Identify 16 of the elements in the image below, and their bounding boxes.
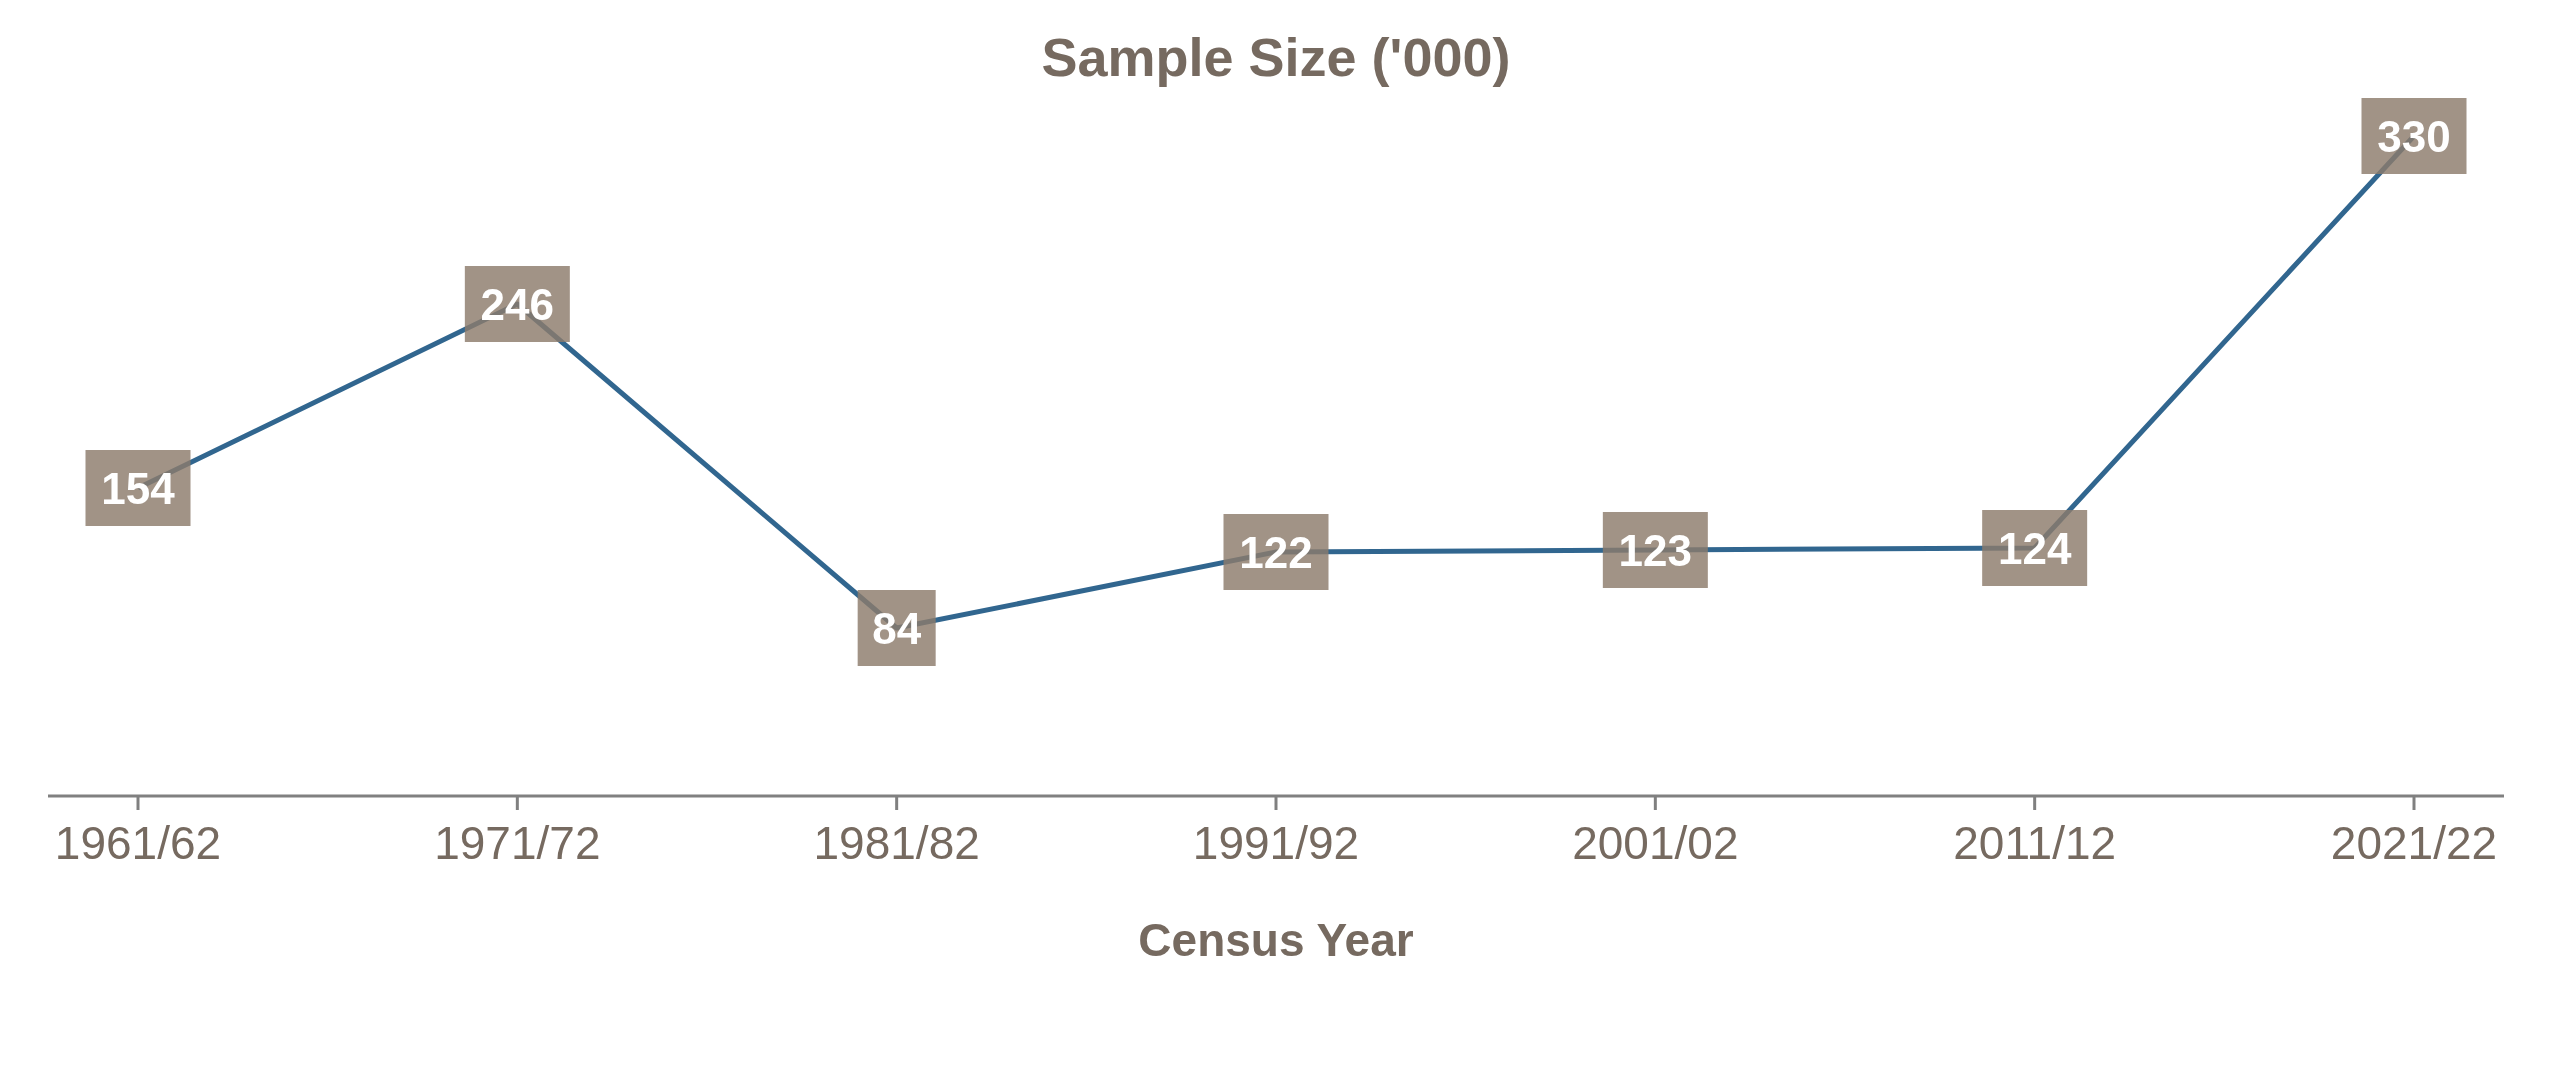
data-label: 330 <box>2377 111 2451 161</box>
x-tick-label: 1981/82 <box>813 816 980 869</box>
data-label: 123 <box>1618 525 1693 575</box>
x-tick-label: 1961/62 <box>54 816 222 869</box>
data-label: 122 <box>1239 527 1313 577</box>
x-tick-label: 2021/22 <box>2330 816 2498 869</box>
chart-title: Sample Size ('000) <box>1040 26 1512 89</box>
x-axis-title: Census Year <box>1138 914 1414 966</box>
data-label: 154 <box>101 463 176 513</box>
x-tick-label: 2001/02 <box>1572 816 1739 869</box>
data-label: 84 <box>872 603 922 653</box>
x-tick-label: 2011/12 <box>1953 816 2117 869</box>
x-tick-label: 1971/72 <box>434 816 601 869</box>
x-tick-label: 1991/92 <box>1192 816 1360 869</box>
data-label: 246 <box>480 279 555 329</box>
data-label: 124 <box>1997 523 2072 573</box>
